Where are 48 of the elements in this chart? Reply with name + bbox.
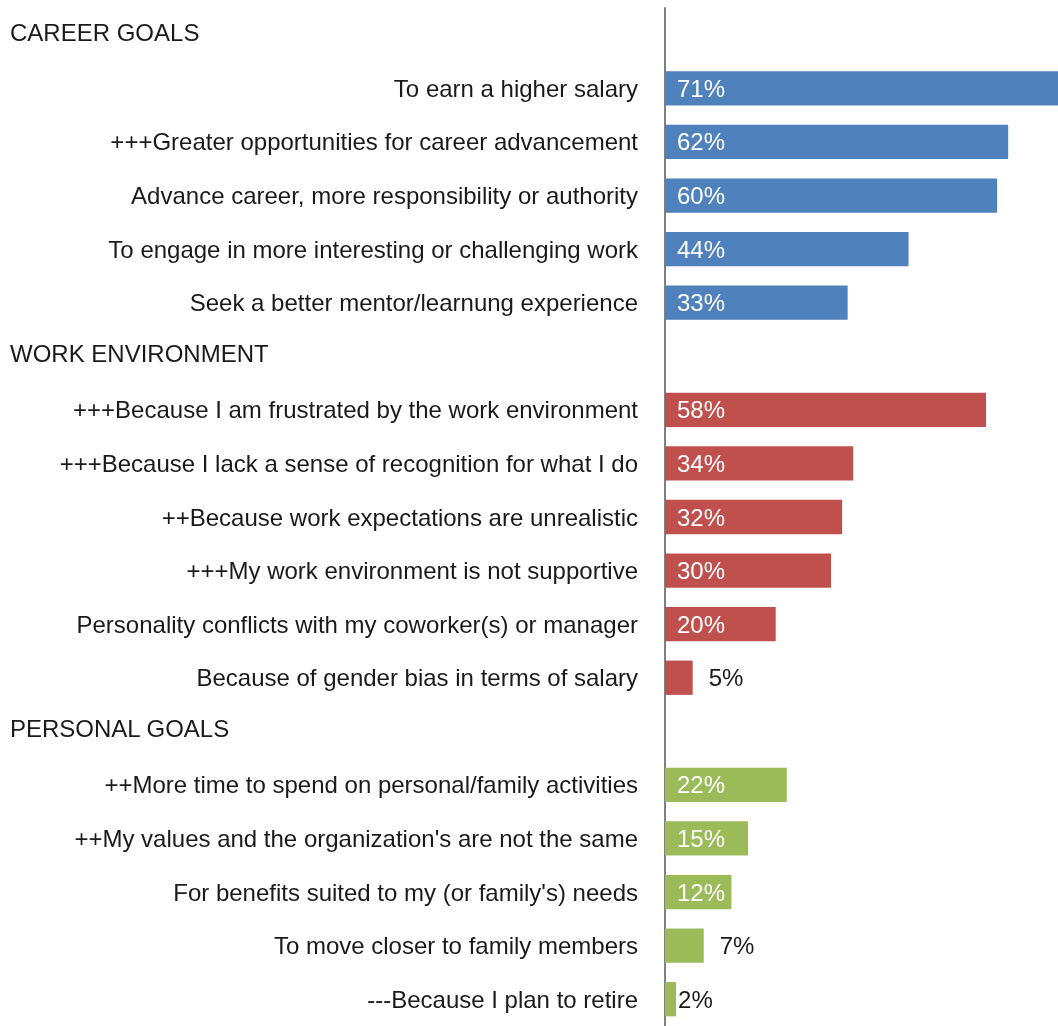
text: CAREER GOALS xyxy=(10,18,200,46)
y-tick-label: For benefits suited to my (or family's) needs xyxy=(173,878,638,906)
y-tick-label: +++Because I am frustrated by the work environment xyxy=(73,396,639,424)
data-label: 71% xyxy=(677,74,726,102)
y-tick-label: +++My work environment is not supportive xyxy=(186,557,638,585)
y-tick-label: +++Greater opportunities for career advancement xyxy=(110,128,639,156)
y-tick-label: To earn a higher salary xyxy=(393,74,638,102)
bar xyxy=(665,124,1009,160)
data-label: 33% xyxy=(677,289,726,317)
data-label: 60% xyxy=(677,182,726,210)
y-tick-label: Seek a better mentor/learnung experience xyxy=(189,289,638,317)
data-label: 30% xyxy=(677,557,726,585)
bar xyxy=(665,178,998,213)
y-tick-label: ++Because work expectations are unrealistic xyxy=(161,503,638,531)
text: PERSONAL GOALS xyxy=(10,715,230,743)
data-label: 20% xyxy=(677,610,726,638)
bar xyxy=(665,231,909,267)
bar xyxy=(665,928,704,963)
y-tick-label: Advance career, more responsibility or authority xyxy=(131,182,638,210)
data-label: 5% xyxy=(708,664,744,692)
data-label: 58% xyxy=(677,396,726,424)
bar xyxy=(665,71,1058,106)
data-label: 2% xyxy=(678,985,713,1013)
bar xyxy=(665,767,787,803)
y-tick-label: ++More time to spend on personal/family activities xyxy=(104,771,638,799)
text: WORK ENVIRONMENT xyxy=(10,340,270,368)
bar xyxy=(665,499,843,535)
data-label: 62% xyxy=(677,128,726,156)
y-tick-label: ++My values and the organization's are not the same xyxy=(74,824,638,852)
bar xyxy=(665,392,987,427)
y-tick-label: To move closer to family members xyxy=(273,932,638,960)
data-label: 15% xyxy=(677,824,726,852)
bar xyxy=(665,446,854,481)
y-tick-label: +++Because I lack a sense of recognition for what I do xyxy=(59,449,638,477)
data-label: 22% xyxy=(677,771,726,799)
bar xyxy=(665,982,677,1017)
bar xyxy=(665,285,848,320)
data-label: 32% xyxy=(677,503,726,531)
data-label: 34% xyxy=(677,449,726,477)
bar xyxy=(665,553,832,588)
y-tick-label: Personality conflicts with my coworker(s) or manager xyxy=(76,610,638,638)
data-label: 7% xyxy=(719,932,755,960)
data-label: 12% xyxy=(677,878,726,906)
y-tick-label: To engage in more interesting or challenging work xyxy=(108,235,639,263)
y-tick-label: ---Because I plan to retire xyxy=(367,985,638,1013)
y-tick-label: Because of gender bias in terms of salary xyxy=(196,664,638,692)
data-label: 44% xyxy=(677,235,726,263)
bar xyxy=(665,660,693,695)
